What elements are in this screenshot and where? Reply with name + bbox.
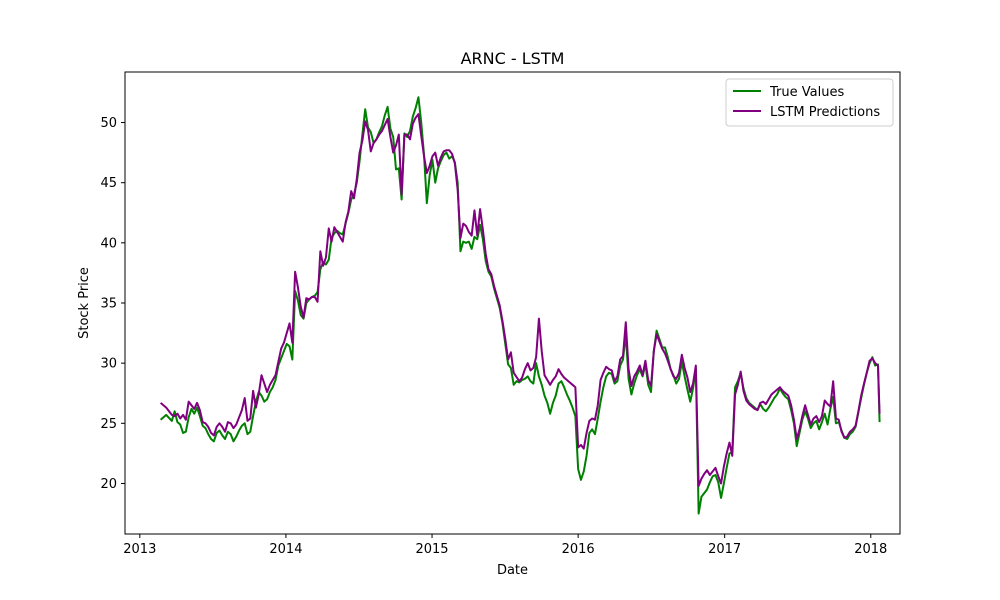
y-tick-label: 25 [100,417,117,432]
x-tick-label: 2015 [415,542,448,557]
y-tick-label: 50 [100,116,117,131]
y-tick-label: 20 [100,477,117,492]
x-axis-label: Date [497,563,528,578]
y-tick-label: 45 [100,176,117,191]
y-axis-label: Stock Price [77,267,92,339]
legend-label-lstm-predictions: LSTM Predictions [770,105,880,120]
series-line-true-values [159,96,881,515]
y-tick-label: 30 [100,357,117,372]
x-tick-label: 2016 [562,542,595,557]
x-tick-label: 2013 [123,542,156,557]
legend-box [725,78,894,127]
plot-lines [159,96,881,515]
x-axis: 2013 2014 2015 2016 2017 2018 [123,534,887,557]
y-tick-label: 40 [100,236,117,251]
chart-title: ARNC - LSTM [461,49,565,68]
y-axis: 20 25 30 35 40 45 50 [100,116,125,492]
x-tick-label: 2014 [269,542,302,557]
x-tick-label: 2018 [854,542,887,557]
y-tick-label: 35 [100,297,117,312]
series-line-lstm-predictions [159,113,881,487]
legend: True Values LSTM Predictions [725,78,894,127]
legend-label-true-values: True Values [769,85,844,100]
x-tick-label: 2017 [708,542,741,557]
